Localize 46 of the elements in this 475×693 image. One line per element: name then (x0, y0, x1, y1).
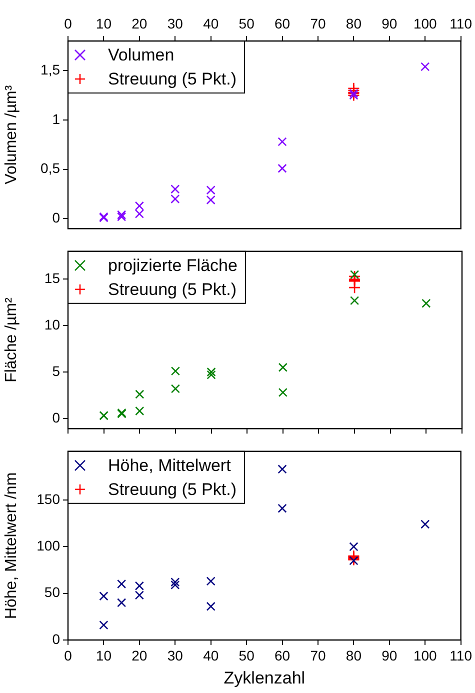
y-axis-title: Volumen /µm³ (3, 84, 20, 184)
y-tick-label: 0 (52, 210, 60, 226)
y-tick-label: 5 (52, 362, 60, 379)
x-tick-label: 80 (346, 15, 362, 32)
x-tick-label: 70 (310, 15, 326, 32)
x-tick-label: 90 (382, 15, 398, 32)
x-tick-label: 100 (413, 647, 438, 664)
x-tick-label: 110 (450, 15, 472, 32)
y-axis-title: Fläche /µm² (3, 296, 20, 382)
x-tick-label: 60 (274, 647, 290, 664)
x-tick-label: 20 (132, 15, 148, 32)
x-tick-label: 110 (450, 647, 472, 664)
legend-label: Volumen (108, 46, 174, 65)
y-tick-label: 0 (52, 409, 60, 426)
legend-label: projizierte Fläche (108, 256, 238, 276)
x-tick-label: 0 (64, 15, 72, 32)
legend-label: Höhe, Mittelwert (108, 456, 232, 476)
y-tick-label: 100 (36, 537, 60, 554)
y-tick-label: 15 (44, 270, 60, 286)
y-tick-label: 1 (52, 110, 60, 127)
x-tick-label: 100 (413, 15, 438, 32)
x-tick-label: 50 (238, 15, 255, 32)
x-tick-label: 10 (96, 647, 112, 664)
y-tick-label: 10 (44, 316, 60, 332)
x-tick-label: 40 (203, 15, 219, 32)
x-tick-label: 70 (310, 647, 326, 664)
y-tick-label: 50 (44, 584, 60, 600)
x-axis-title: Zyklenzahl (224, 668, 306, 688)
x-tick-label: 90 (382, 647, 398, 664)
x-tick-label: 80 (346, 647, 362, 664)
legend-label: Streuung (5 Pkt.) (108, 70, 237, 89)
y-tick-label: 0,5 (40, 160, 60, 176)
legend-label: Streuung (5 Pkt.) (108, 280, 237, 300)
y-tick-label: 1,5 (40, 61, 60, 78)
y-tick-label: 0 (52, 630, 60, 647)
x-tick-label: 10 (96, 15, 112, 32)
x-tick-label: 20 (132, 647, 148, 664)
x-tick-label: 30 (167, 15, 184, 32)
x-tick-label: 30 (167, 647, 184, 664)
x-tick-label: 40 (203, 647, 219, 664)
x-tick-label: 50 (238, 647, 255, 664)
y-axis-title: Höhe, Mittelwert /nm (3, 472, 20, 620)
x-tick-label: 60 (274, 15, 290, 32)
y-tick-label: 150 (36, 490, 60, 507)
x-tick-label: 0 (64, 647, 72, 664)
legend-label: Streuung (5 Pkt.) (108, 480, 237, 500)
